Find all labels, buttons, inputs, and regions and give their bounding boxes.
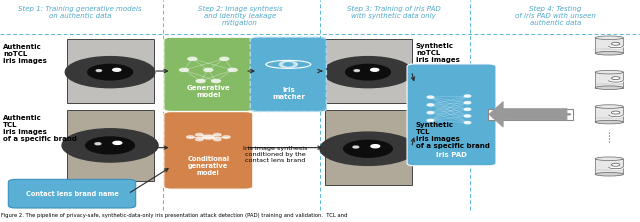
Circle shape	[344, 140, 392, 157]
Text: Iris PAD: Iris PAD	[436, 152, 467, 158]
Circle shape	[353, 146, 359, 148]
Circle shape	[465, 122, 471, 124]
Circle shape	[611, 77, 620, 80]
Circle shape	[284, 63, 293, 66]
Text: Figure 2. The pipeline of privacy-safe, synthetic-data-only iris presentation at: Figure 2. The pipeline of privacy-safe, …	[1, 213, 348, 218]
Circle shape	[88, 64, 132, 80]
Ellipse shape	[595, 157, 623, 161]
Text: Conditional
generative
model: Conditional generative model	[188, 157, 229, 176]
Circle shape	[65, 57, 155, 88]
Circle shape	[371, 68, 379, 71]
Circle shape	[179, 68, 189, 71]
Text: Iris image synthesis
conditioned by the
contact lens brand: Iris image synthesis conditioned by the …	[243, 146, 307, 163]
Circle shape	[611, 111, 620, 114]
Circle shape	[228, 68, 237, 71]
FancyBboxPatch shape	[595, 107, 623, 122]
Circle shape	[188, 57, 197, 60]
Text: Synthetic
noTCL
iris images: Synthetic noTCL iris images	[416, 43, 460, 63]
Text: Step 3: Training of iris PAD
with synthetic data only: Step 3: Training of iris PAD with synthe…	[347, 6, 440, 19]
Circle shape	[611, 163, 620, 166]
Circle shape	[611, 42, 620, 45]
Circle shape	[465, 102, 471, 104]
Circle shape	[211, 79, 220, 83]
Circle shape	[187, 136, 195, 139]
Text: Step 2: Image synthesis
and identity leakage
mitigation: Step 2: Image synthesis and identity lea…	[198, 6, 282, 26]
Circle shape	[204, 68, 212, 71]
Circle shape	[96, 70, 102, 71]
Text: Generative
model: Generative model	[186, 85, 230, 98]
Ellipse shape	[595, 52, 623, 55]
Circle shape	[428, 119, 434, 122]
Circle shape	[196, 79, 205, 83]
FancyBboxPatch shape	[67, 110, 154, 181]
Circle shape	[113, 68, 121, 71]
Circle shape	[113, 141, 122, 144]
FancyArrowPatch shape	[489, 102, 567, 127]
Circle shape	[320, 132, 416, 165]
Ellipse shape	[595, 120, 623, 124]
Circle shape	[354, 70, 360, 71]
Circle shape	[346, 64, 390, 80]
FancyBboxPatch shape	[595, 38, 623, 53]
FancyBboxPatch shape	[250, 37, 326, 111]
Circle shape	[86, 137, 134, 154]
Ellipse shape	[595, 172, 623, 176]
Circle shape	[214, 133, 221, 136]
Circle shape	[196, 138, 204, 141]
Text: Authentic
noTCL
iris images: Authentic noTCL iris images	[3, 44, 47, 64]
Text: Authentic
TCL
iris images
of a specific brand: Authentic TCL iris images of a specific …	[3, 115, 77, 142]
Circle shape	[428, 111, 434, 114]
Ellipse shape	[595, 36, 623, 40]
Circle shape	[465, 115, 471, 117]
Ellipse shape	[595, 70, 623, 74]
Text: Iris
matcher: Iris matcher	[272, 87, 305, 100]
Ellipse shape	[595, 86, 623, 89]
Text: Synthetic
TCL
iris images
of a specific brand: Synthetic TCL iris images of a specific …	[416, 122, 490, 149]
Circle shape	[202, 135, 214, 139]
FancyBboxPatch shape	[67, 39, 154, 103]
Circle shape	[196, 133, 204, 136]
Circle shape	[323, 57, 413, 88]
Text: Step 1: Training generative models
on authentic data: Step 1: Training generative models on au…	[19, 6, 141, 19]
Circle shape	[220, 57, 229, 60]
FancyBboxPatch shape	[488, 109, 573, 120]
Circle shape	[95, 143, 101, 145]
FancyBboxPatch shape	[325, 39, 412, 103]
Text: Contact lens brand name: Contact lens brand name	[26, 191, 118, 197]
FancyBboxPatch shape	[8, 179, 136, 208]
Ellipse shape	[595, 105, 623, 108]
FancyBboxPatch shape	[407, 64, 496, 166]
Circle shape	[213, 138, 221, 141]
Text: Step 4: Testing
of iris PAD with unseen
authentic data: Step 4: Testing of iris PAD with unseen …	[515, 6, 596, 26]
FancyBboxPatch shape	[325, 110, 412, 185]
Circle shape	[465, 108, 471, 110]
FancyArrowPatch shape	[493, 109, 570, 119]
Circle shape	[428, 104, 434, 106]
FancyBboxPatch shape	[595, 159, 623, 174]
Circle shape	[280, 61, 297, 67]
Circle shape	[371, 145, 380, 148]
FancyBboxPatch shape	[164, 37, 253, 111]
FancyBboxPatch shape	[595, 72, 623, 88]
FancyBboxPatch shape	[164, 112, 253, 189]
Circle shape	[428, 96, 434, 98]
Circle shape	[223, 136, 230, 139]
Circle shape	[465, 95, 471, 97]
Circle shape	[62, 129, 158, 162]
